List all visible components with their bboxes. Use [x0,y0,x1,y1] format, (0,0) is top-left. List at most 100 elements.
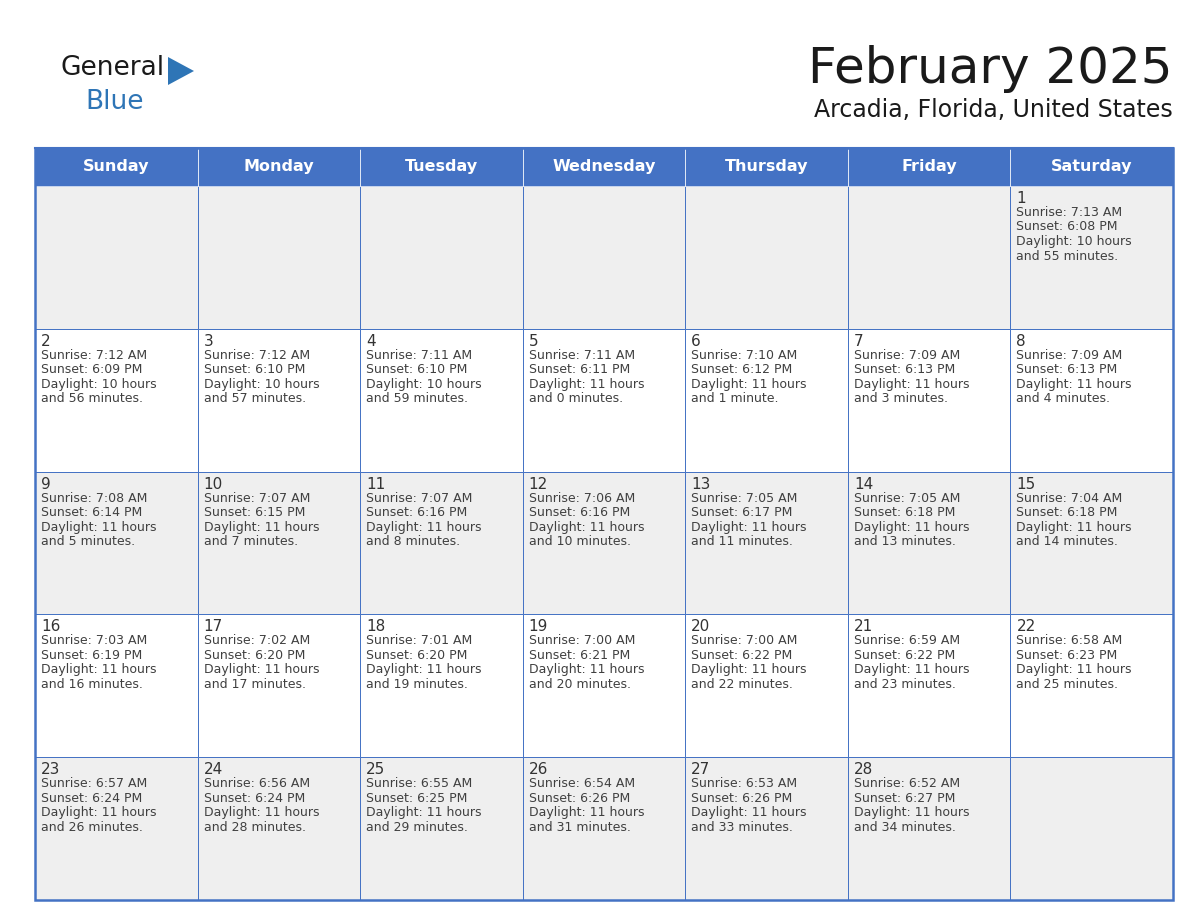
Bar [848,472,1011,614]
Text: Monday: Monday [244,160,314,174]
Text: 24: 24 [203,762,223,778]
Text: 21: 21 [854,620,873,634]
Bar [197,148,360,186]
Text: and 29 minutes.: and 29 minutes. [366,821,468,834]
Text: Sunset: 6:09 PM: Sunset: 6:09 PM [42,364,143,376]
Text: and 1 minute.: and 1 minute. [691,392,779,406]
Text: Sunrise: 7:05 AM: Sunrise: 7:05 AM [854,492,960,505]
Text: and 10 minutes.: and 10 minutes. [529,535,631,548]
Text: and 8 minutes.: and 8 minutes. [366,535,460,548]
Bar [34,186,197,329]
Text: Sunrise: 6:56 AM: Sunrise: 6:56 AM [203,778,310,790]
Text: Sunrise: 6:59 AM: Sunrise: 6:59 AM [854,634,960,647]
Text: Daylight: 11 hours: Daylight: 11 hours [691,378,807,391]
Text: and 33 minutes.: and 33 minutes. [691,821,794,834]
Bar [197,472,360,614]
Bar [360,186,523,329]
Bar [360,148,523,186]
Text: Blue: Blue [86,89,144,115]
Text: Sunrise: 7:12 AM: Sunrise: 7:12 AM [203,349,310,362]
Text: Daylight: 11 hours: Daylight: 11 hours [529,806,644,819]
Bar [848,329,1011,472]
Text: Sunset: 6:21 PM: Sunset: 6:21 PM [529,649,630,662]
Text: Daylight: 11 hours: Daylight: 11 hours [854,806,969,819]
Text: Daylight: 11 hours: Daylight: 11 hours [529,521,644,533]
Text: Sunset: 6:26 PM: Sunset: 6:26 PM [691,791,792,805]
Text: 28: 28 [854,762,873,778]
Text: and 20 minutes.: and 20 minutes. [529,677,631,691]
Bar [685,472,848,614]
Text: Sunrise: 7:05 AM: Sunrise: 7:05 AM [691,492,797,505]
Text: Daylight: 10 hours: Daylight: 10 hours [366,378,482,391]
Text: Daylight: 11 hours: Daylight: 11 hours [42,664,157,677]
Text: Daylight: 11 hours: Daylight: 11 hours [854,664,969,677]
Text: 11: 11 [366,476,385,492]
Text: Daylight: 11 hours: Daylight: 11 hours [854,378,969,391]
Text: Sunset: 6:26 PM: Sunset: 6:26 PM [529,791,630,805]
Text: 17: 17 [203,620,223,634]
Bar [848,148,1011,186]
Text: Daylight: 11 hours: Daylight: 11 hours [691,664,807,677]
Text: Daylight: 11 hours: Daylight: 11 hours [203,521,320,533]
Text: Sunrise: 6:58 AM: Sunrise: 6:58 AM [1017,634,1123,647]
Text: Daylight: 11 hours: Daylight: 11 hours [529,378,644,391]
Text: Friday: Friday [902,160,958,174]
Text: Sunrise: 7:02 AM: Sunrise: 7:02 AM [203,634,310,647]
Text: and 59 minutes.: and 59 minutes. [366,392,468,406]
Text: Sunday: Sunday [83,160,150,174]
Text: 22: 22 [1017,620,1036,634]
Text: Sunset: 6:18 PM: Sunset: 6:18 PM [854,506,955,519]
Text: Sunset: 6:11 PM: Sunset: 6:11 PM [529,364,630,376]
Text: 27: 27 [691,762,710,778]
Text: Sunrise: 7:01 AM: Sunrise: 7:01 AM [366,634,473,647]
Text: Sunset: 6:24 PM: Sunset: 6:24 PM [42,791,143,805]
Text: Daylight: 11 hours: Daylight: 11 hours [1017,664,1132,677]
Text: Arcadia, Florida, United States: Arcadia, Florida, United States [814,98,1173,122]
Text: 5: 5 [529,334,538,349]
Text: and 4 minutes.: and 4 minutes. [1017,392,1111,406]
Text: General: General [61,55,164,81]
Text: Wednesday: Wednesday [552,160,656,174]
Bar [360,472,523,614]
Text: and 34 minutes.: and 34 minutes. [854,821,955,834]
Text: Sunset: 6:23 PM: Sunset: 6:23 PM [1017,649,1118,662]
Text: Sunrise: 7:00 AM: Sunrise: 7:00 AM [691,634,797,647]
Text: 16: 16 [42,620,61,634]
Text: and 22 minutes.: and 22 minutes. [691,677,794,691]
Text: and 25 minutes.: and 25 minutes. [1017,677,1118,691]
Text: Daylight: 11 hours: Daylight: 11 hours [203,664,320,677]
Text: 20: 20 [691,620,710,634]
Text: Sunset: 6:16 PM: Sunset: 6:16 PM [366,506,467,519]
Text: Sunrise: 7:13 AM: Sunrise: 7:13 AM [1017,206,1123,219]
Text: Sunset: 6:10 PM: Sunset: 6:10 PM [203,364,305,376]
Text: and 16 minutes.: and 16 minutes. [42,677,143,691]
Text: 8: 8 [1017,334,1026,349]
Text: Daylight: 11 hours: Daylight: 11 hours [691,521,807,533]
Polygon shape [168,57,194,85]
Text: 23: 23 [42,762,61,778]
Bar [34,757,197,900]
Text: Sunset: 6:15 PM: Sunset: 6:15 PM [203,506,305,519]
Text: Daylight: 11 hours: Daylight: 11 hours [42,521,157,533]
Bar [523,757,685,900]
Bar [1011,472,1173,614]
Text: and 7 minutes.: and 7 minutes. [203,535,298,548]
Bar [685,614,848,757]
Bar [360,757,523,900]
Bar [34,148,197,186]
Bar [197,186,360,329]
Bar [197,757,360,900]
Text: Sunrise: 7:03 AM: Sunrise: 7:03 AM [42,634,147,647]
Text: 6: 6 [691,334,701,349]
Text: 18: 18 [366,620,385,634]
Text: 2: 2 [42,334,51,349]
Text: and 14 minutes.: and 14 minutes. [1017,535,1118,548]
Text: Sunset: 6:16 PM: Sunset: 6:16 PM [529,506,630,519]
Text: 13: 13 [691,476,710,492]
Text: 12: 12 [529,476,548,492]
Text: Sunrise: 7:08 AM: Sunrise: 7:08 AM [42,492,147,505]
Text: Daylight: 11 hours: Daylight: 11 hours [366,806,481,819]
Text: and 23 minutes.: and 23 minutes. [854,677,955,691]
Bar [685,757,848,900]
Text: 26: 26 [529,762,548,778]
